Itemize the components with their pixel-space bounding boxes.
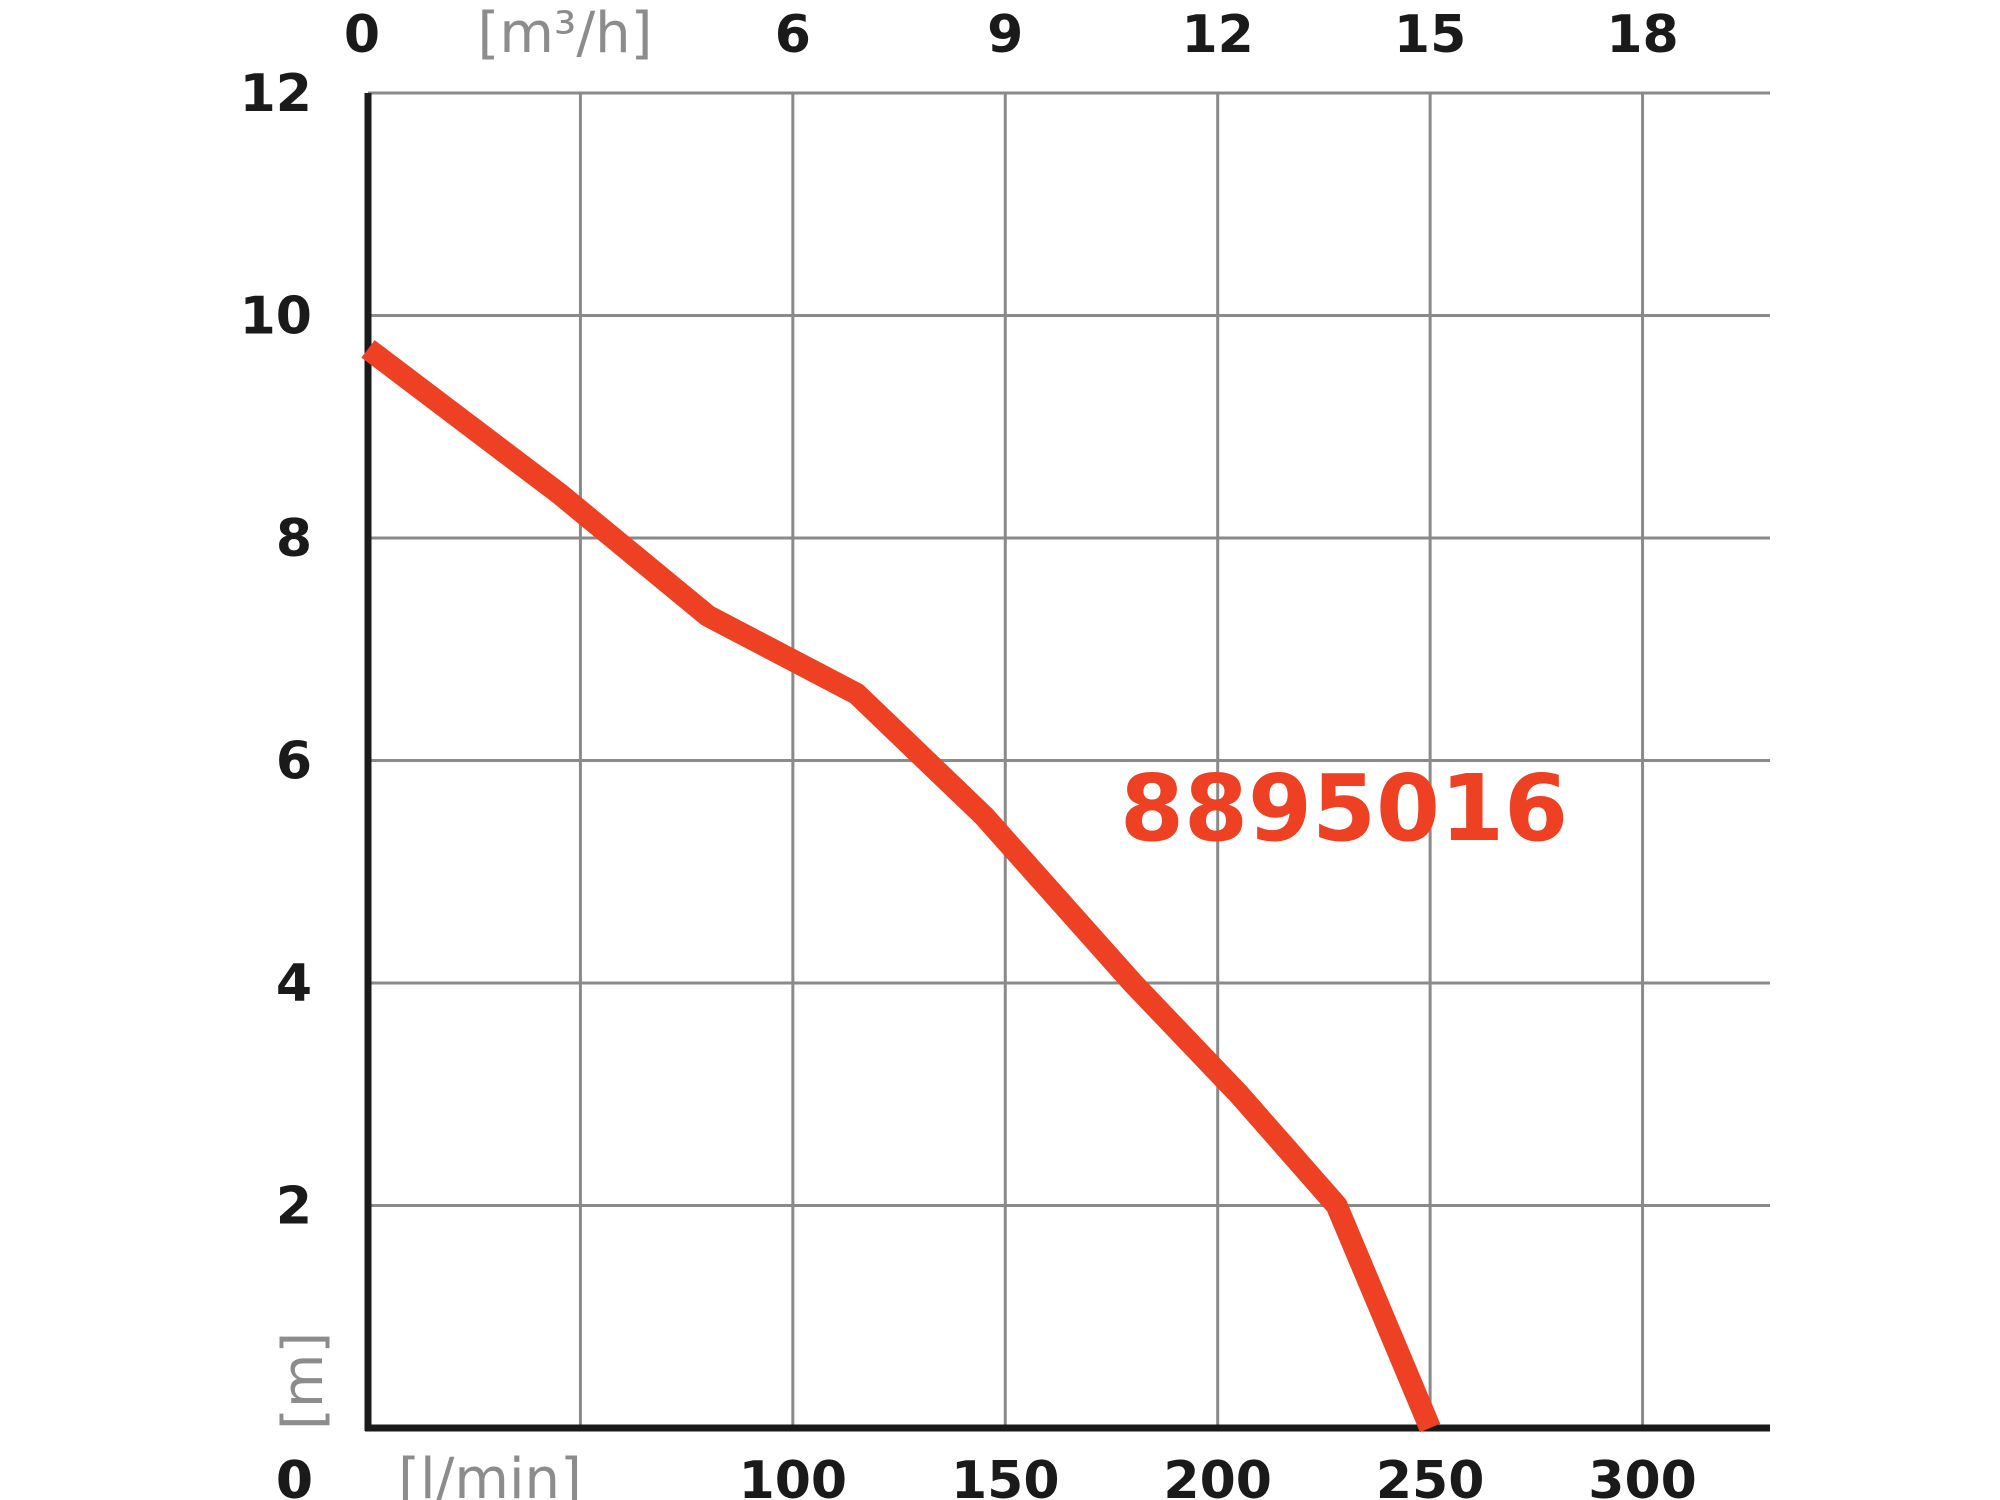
y-tick-label: 4 (276, 954, 312, 1014)
x-top-tick-label: 9 (987, 5, 1023, 65)
series-label-8895016: 8895016 (1120, 755, 1568, 862)
x-bottom-tick-labels: 0 [l/min] 100 150 200 250 300 (277, 1447, 1697, 1500)
y-tick-label: 0 (276, 1451, 312, 1500)
series-line-8895016 (361, 340, 1441, 1433)
grid-lines (368, 91, 1770, 1428)
x-top-tick-labels: 0 [m³/h] 6 9 12 15 18 (344, 1, 1679, 66)
y-tick-label: 6 (276, 732, 312, 792)
x-bottom-tick-label: 300 (1588, 1451, 1697, 1500)
y-tick-label: 12 (240, 64, 312, 124)
y-tick-label: 2 (276, 1177, 312, 1237)
x-top-tick-label: 15 (1394, 5, 1466, 65)
y-tick-label: 10 (240, 287, 312, 347)
x-bottom-unit-label: [l/min] (398, 1447, 582, 1500)
x-top-tick-label: 12 (1182, 5, 1254, 65)
x-top-unit-label: [m³/h] (477, 1, 652, 66)
y-axis-unit-label: [m] (271, 1332, 336, 1430)
x-top-tick-label: 18 (1606, 5, 1678, 65)
x-bottom-tick-label: 250 (1376, 1451, 1485, 1500)
x-top-tick-label: 0 (344, 5, 380, 65)
y-tick-labels: 0 2 4 6 8 10 12 (240, 64, 312, 1500)
x-bottom-tick-label: 100 (739, 1451, 848, 1500)
axes (364, 93, 1770, 1432)
x-top-tick-label: 6 (775, 5, 811, 65)
y-tick-label: 8 (276, 509, 312, 569)
x-bottom-tick-label: 200 (1163, 1451, 1272, 1500)
x-bottom-tick-label: 150 (951, 1451, 1060, 1500)
x-bottom-tick-label: 0 (277, 1451, 313, 1500)
